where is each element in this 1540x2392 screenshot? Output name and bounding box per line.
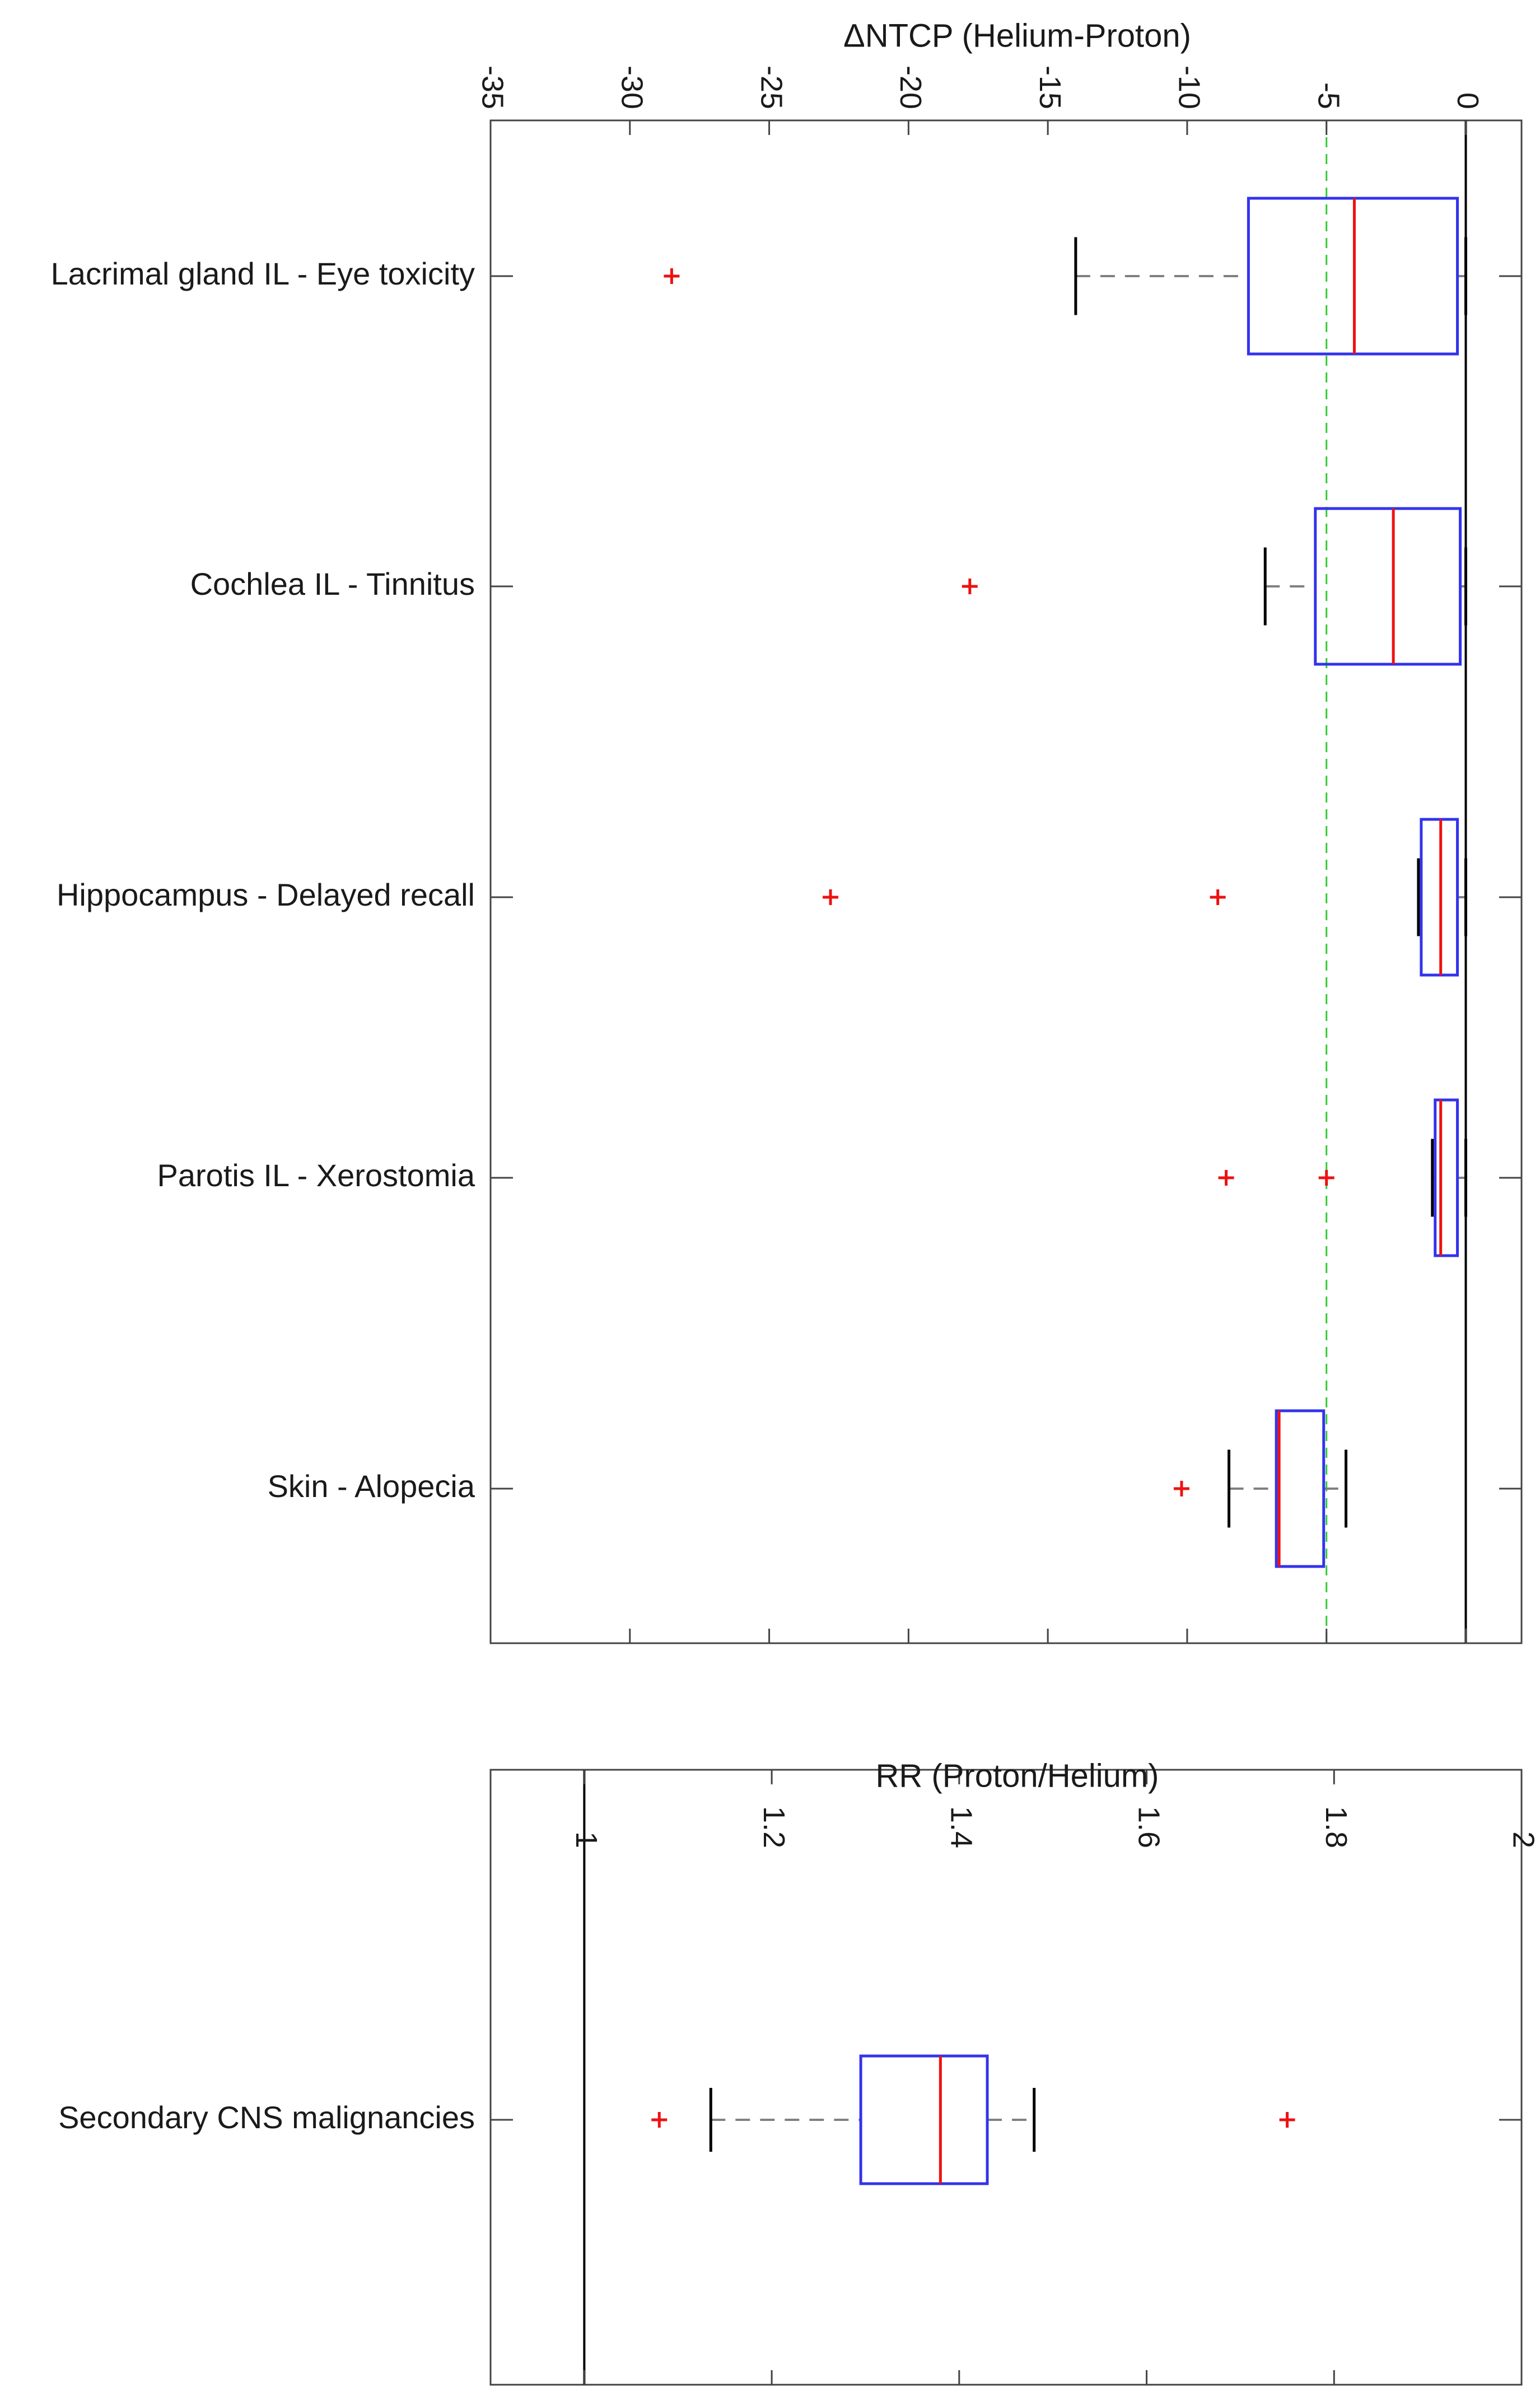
x-tick-label: 1: [570, 1831, 603, 1848]
outlier-marker: [1218, 1170, 1234, 1186]
x-tick-label: 0: [1451, 92, 1485, 109]
x-axis-title: RR (Proton/Helium): [876, 1757, 1159, 1794]
ntcp-panel: -35 -30 -25 -20 -15 -10 -5 0 ΔNTCP (Helium-Proto…: [51, 17, 1523, 1644]
category-label: Cochlea IL - Tinnitus: [190, 566, 475, 602]
category-label: Skin - Alopecia: [268, 1468, 475, 1504]
box-iqr: [1275, 1409, 1326, 1568]
outlier-marker: [823, 889, 839, 905]
category-label: Lacrimal gland IL - Eye toxicity: [51, 256, 475, 291]
x-tick-label: -5: [1312, 82, 1345, 109]
outlier-marker: [1210, 889, 1226, 905]
outlier-marker: [664, 268, 680, 284]
outlier-marker: [962, 579, 978, 594]
outlier-marker: [1173, 1481, 1189, 1496]
x-axis-title: ΔNTCP (Helium-Proton): [843, 17, 1191, 54]
box-iqr: [859, 2054, 989, 2185]
x-tick-label: -35: [476, 66, 510, 109]
x-tick-label: 1.4: [945, 1806, 978, 1848]
plot-frame: [489, 1769, 1523, 2386]
plot-frame: [489, 119, 1523, 1644]
outlier-marker: [1279, 2112, 1295, 2128]
category-label: Secondary CNS malignancies: [58, 2100, 475, 2135]
x-tick-label: 1.6: [1132, 1806, 1165, 1848]
x-tick-label: -20: [894, 66, 927, 109]
category-label: Parotis IL - Xerostomia: [157, 1158, 475, 1193]
x-tick-label: 2: [1507, 1831, 1540, 1848]
box-iqr: [1314, 507, 1462, 666]
x-tick-label: -30: [615, 66, 649, 109]
box-iqr: [1434, 1098, 1459, 1257]
outlier-marker: [1318, 1170, 1334, 1186]
outlier-marker: [651, 2112, 668, 2128]
x-tick-label: 1.2: [757, 1806, 791, 1848]
x-tick-label: -25: [754, 66, 788, 109]
x-tick-label: -10: [1173, 66, 1206, 109]
x-tick-label: -15: [1033, 66, 1067, 109]
category-label: Hippocampus - Delayed recall: [57, 877, 475, 912]
x-tick-label: 1.8: [1319, 1806, 1353, 1848]
rr-panel: 1 1.2 1.4 1.6 1.8 2 RR (Proton/Helium) Secondar…: [58, 1757, 1540, 2386]
